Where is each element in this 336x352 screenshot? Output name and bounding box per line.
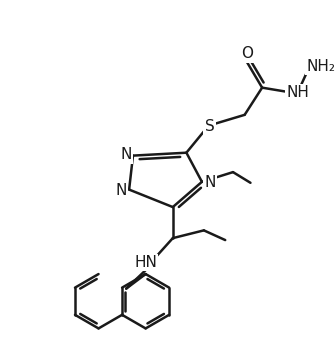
Text: N: N: [116, 183, 127, 198]
Text: HN: HN: [134, 255, 157, 270]
Text: NH: NH: [287, 85, 309, 100]
Text: O: O: [242, 46, 254, 61]
Text: NH₂: NH₂: [307, 59, 336, 74]
Text: N: N: [204, 175, 215, 190]
Text: S: S: [205, 119, 215, 134]
Text: N: N: [121, 147, 132, 162]
